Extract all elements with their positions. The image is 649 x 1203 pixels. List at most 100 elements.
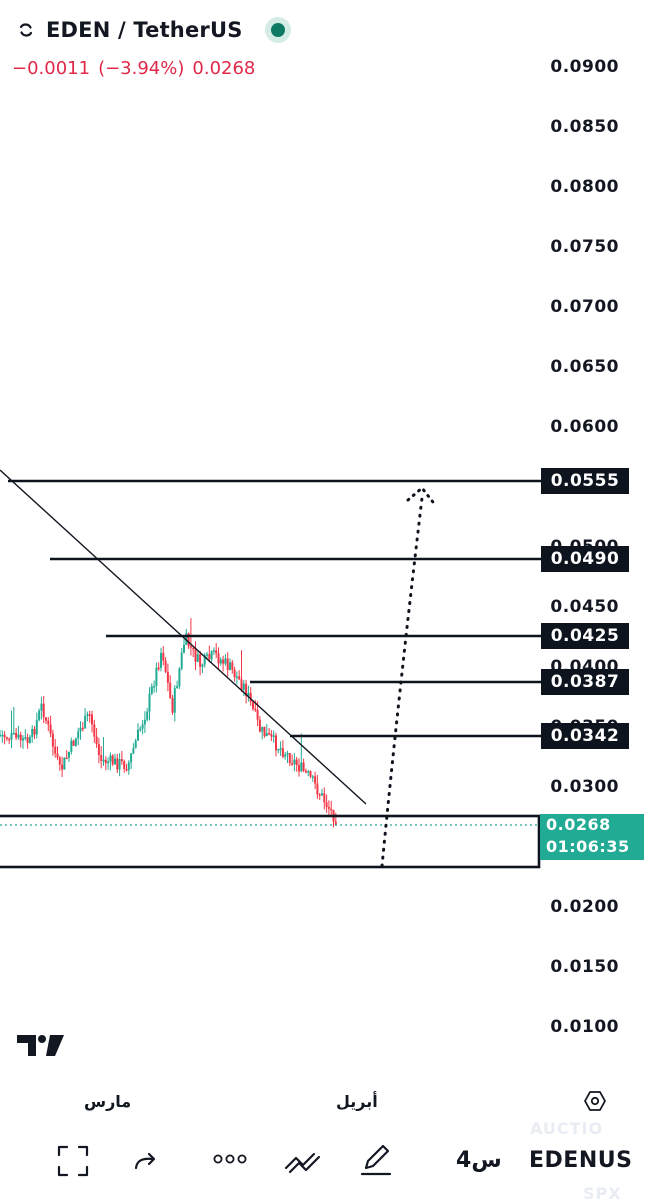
interval-selector[interactable]: 4س	[456, 1148, 502, 1173]
candle-body	[130, 753, 133, 763]
candle-body	[311, 776, 314, 778]
price-axis-label: 0.0900	[550, 57, 619, 77]
candle-body	[100, 755, 103, 761]
support-zone-box[interactable]	[0, 814, 541, 869]
candle-body	[178, 668, 181, 687]
candle-body	[63, 757, 66, 770]
tradingview-logo[interactable]	[17, 1034, 65, 1058]
candle-body	[3, 734, 6, 738]
candle-body	[222, 659, 225, 664]
price-change-percent: (−3.94%)	[98, 58, 185, 79]
candle-body	[316, 783, 319, 795]
symbol-row[interactable]: EDEN / TetherUS	[16, 18, 285, 42]
bottom-toolbar: 4س EDENUS SPX	[0, 1138, 649, 1203]
candle-body	[187, 633, 190, 647]
settings-icon[interactable]	[583, 1089, 607, 1113]
candle-body	[180, 652, 183, 669]
level-tag[interactable]: 0.0342	[541, 723, 629, 749]
candle-body	[293, 759, 296, 764]
time-axis[interactable]: مارس أبريل	[0, 1085, 649, 1121]
candle-body	[116, 758, 119, 770]
candle-body	[226, 658, 229, 670]
candle-body	[114, 758, 116, 765]
candle-body	[162, 652, 165, 661]
candle-body	[302, 762, 305, 771]
candle-body	[242, 683, 245, 690]
symbol-selector[interactable]: EDENUS	[529, 1148, 633, 1173]
candle-body	[203, 655, 206, 665]
candle-body	[201, 664, 204, 667]
redo-icon[interactable]	[133, 1148, 159, 1174]
level-tag[interactable]: 0.0425	[541, 623, 629, 649]
price-axis-label: 0.0100	[550, 1017, 619, 1037]
candle-body	[61, 764, 64, 770]
time-axis-label: مارس	[84, 1092, 132, 1111]
refresh-icon[interactable]	[16, 20, 36, 40]
indicators-icon[interactable]	[284, 1146, 322, 1176]
candle-body	[86, 714, 89, 717]
candle-body	[279, 748, 282, 750]
price-axis-label: 0.0600	[550, 417, 619, 437]
candle-body	[295, 759, 298, 766]
candle-body	[91, 714, 93, 725]
candle-body	[134, 740, 137, 749]
level-tag[interactable]: 0.0387	[541, 669, 629, 695]
candle-body	[185, 633, 188, 645]
candle-body	[160, 652, 162, 668]
candle-body	[1, 734, 4, 737]
candle-body	[139, 728, 142, 731]
candle-body	[208, 654, 211, 660]
candle-body	[254, 708, 257, 711]
level-tag[interactable]: 0.0555	[541, 468, 629, 494]
candle-body	[199, 654, 202, 667]
fullscreen-icon[interactable]	[56, 1144, 90, 1178]
price-axis-label: 0.0850	[550, 117, 619, 137]
brush-icon[interactable]	[360, 1142, 392, 1176]
candle-body	[54, 746, 57, 754]
candle-body	[93, 724, 96, 737]
candle-body	[233, 669, 236, 678]
candle-body	[231, 662, 234, 670]
candle-body	[81, 727, 84, 730]
symbol-header: EDEN / TetherUS −0.0011 (−3.94%) 0.0268	[0, 0, 649, 90]
candle-body	[173, 688, 176, 713]
candle-body	[249, 692, 252, 702]
candle-body	[38, 710, 41, 721]
candle-body	[15, 732, 18, 738]
candle-body	[275, 735, 277, 751]
candle-body	[118, 759, 121, 770]
candle-body	[164, 660, 167, 672]
price-axis-label: 0.0800	[550, 177, 619, 197]
level-tag[interactable]: 0.0490	[541, 546, 629, 572]
projection-path[interactable]	[380, 496, 424, 868]
price-axis-label: 0.0750	[550, 237, 619, 257]
watermark-spx: SPX	[583, 1184, 622, 1203]
candle-body	[70, 740, 73, 752]
candle-body	[33, 728, 36, 735]
current-price-tag: 0.0268 01:06:35	[540, 814, 644, 860]
candle-body	[77, 731, 80, 739]
candle-body	[132, 748, 135, 754]
candle-body	[49, 724, 52, 734]
candle-body	[157, 667, 160, 670]
candle-body	[334, 821, 337, 826]
candle-body	[97, 744, 100, 756]
candle-body	[146, 711, 149, 720]
more-icon[interactable]	[212, 1152, 248, 1166]
candle-body	[22, 738, 24, 741]
candle-body	[183, 644, 185, 653]
candle-body	[314, 776, 317, 784]
candle-body	[240, 679, 243, 690]
candle-body	[263, 726, 266, 737]
candle-body	[72, 740, 75, 746]
candle-body	[155, 667, 158, 687]
candle-body	[19, 734, 22, 741]
candle-body	[104, 759, 107, 764]
symbol-title[interactable]: EDEN / TetherUS	[46, 18, 243, 42]
candle-body	[268, 733, 271, 735]
candle-body	[277, 748, 280, 751]
candlestick-series	[0, 618, 337, 828]
candle-body	[65, 757, 68, 760]
price-change: −0.0011	[12, 58, 91, 79]
